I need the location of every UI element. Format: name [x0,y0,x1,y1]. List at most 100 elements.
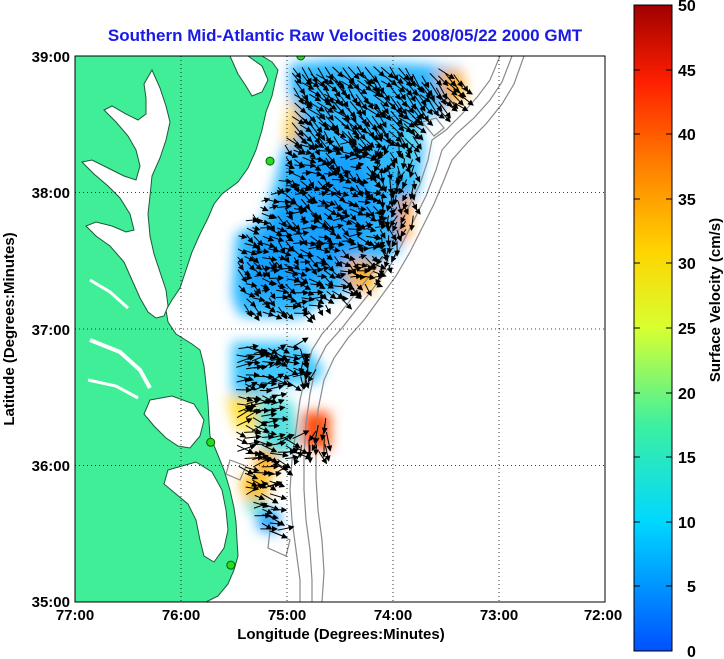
velocity-arrow [252,441,273,448]
velocity-arrow [276,226,287,233]
velocity-arrow [388,228,397,241]
velocity-arrow [342,150,357,157]
velocity-arrow [244,291,256,298]
x-tick-label: 75:00 [268,607,306,624]
velocity-vectors [236,66,474,539]
velocity-arrow [317,67,329,86]
velocity-arrow [356,284,364,291]
velocity-arrow [292,172,307,181]
velocity-arrow [349,265,363,272]
velocity-arrow [237,402,257,409]
velocity-arrow [254,271,270,278]
velocity-arrow [364,283,372,297]
velocity-arrow [285,370,306,378]
velocity-arrow [380,80,393,88]
velocity-arrow [268,344,287,356]
velocity-arrow [285,220,297,233]
velocity-arrow [316,101,334,113]
velocity-arrow [444,73,457,87]
velocity-arrow [405,67,414,83]
velocity-arrow [237,269,247,283]
velocity-arrow [262,235,275,242]
velocity-arrow [325,431,333,452]
colorbar-tick: 30 [678,256,696,273]
velocity-arrow [251,421,268,432]
velocity-arrow [400,215,406,224]
velocity-arrow [334,93,344,107]
velocity-arrow [406,88,416,103]
velocity-arrow [374,223,387,230]
velocity-arrow [236,418,253,427]
y-tick-label: 36:00 [32,458,70,475]
velocity-arrow [355,94,368,111]
velocity-arrow [244,249,258,256]
velocity-arrow [236,361,254,368]
velocity-arrow [390,86,401,101]
velocity-arrow [236,386,252,393]
velocity-arrow [285,182,301,189]
colorbar-tick: 25 [678,321,696,338]
velocity-arrow [238,233,248,240]
velocity-arrow [310,163,322,172]
velocity-arrow [326,262,335,273]
velocity-arrow [411,115,424,127]
hf-radar-stations [206,56,306,570]
velocity-arrow [385,221,392,232]
velocity-arrow [269,313,283,320]
velocity-arrow [356,129,366,141]
velocity-arrow [414,89,427,106]
velocity-arrow [324,101,338,110]
velocity-arrow [421,101,433,116]
velocity-arrow [373,241,381,248]
velocity-arrow [373,94,390,108]
velocity-arrow [310,185,321,192]
velocity-arrow [409,192,416,201]
velocity-arrow [294,162,306,169]
velocity-arrow [397,94,408,108]
velocity-arrow [430,109,446,119]
velocity-arrow [324,122,336,131]
velocity-arrow [246,398,261,405]
velocity-arrow [253,348,268,355]
velocity-arrow [262,300,272,307]
velocity-arrow [269,530,288,539]
velocity-arrow [291,116,305,125]
velocity-arrow [300,198,311,211]
velocity-arrow [324,240,336,247]
velocity-arrow [461,95,474,106]
velocity-arrow [261,248,270,255]
velocity-arrow [397,136,405,150]
velocity-arrow [276,358,291,369]
velocity-arrow [374,273,385,280]
velocity-arrow [437,107,451,123]
velocity-arrow [383,144,390,156]
velocity-arrow [237,444,257,452]
station-marker [296,56,306,61]
velocity-arrow [414,95,426,112]
velocity-arrow [386,171,393,181]
velocity-arrow [246,234,254,244]
velocity-arrow [405,73,416,88]
velocity-arrow [300,353,309,369]
velocity-arrow [347,239,357,246]
velocity-arrow [238,465,254,475]
velocity-arrow [340,268,354,275]
velocity-arrow [342,88,351,101]
velocity-arrow [317,180,327,191]
velocity-arrow [253,285,262,295]
velocity-arrow [301,74,312,87]
velocity-arrow [341,249,350,260]
velocity-arrow [364,66,378,83]
station-marker [265,156,275,166]
velocity-arrow [291,72,302,85]
velocity-arrow [357,152,369,159]
velocity-arrow [406,82,418,97]
velocity-arrow [373,233,381,240]
velocity-arrow [268,297,276,308]
velocity-arrow [373,243,386,250]
pamlico-sound-south [163,461,229,563]
velocity-arrow [244,472,259,480]
velocity-arrow [398,67,410,82]
velocity-arrow [333,283,350,290]
velocity-arrow [445,102,458,112]
